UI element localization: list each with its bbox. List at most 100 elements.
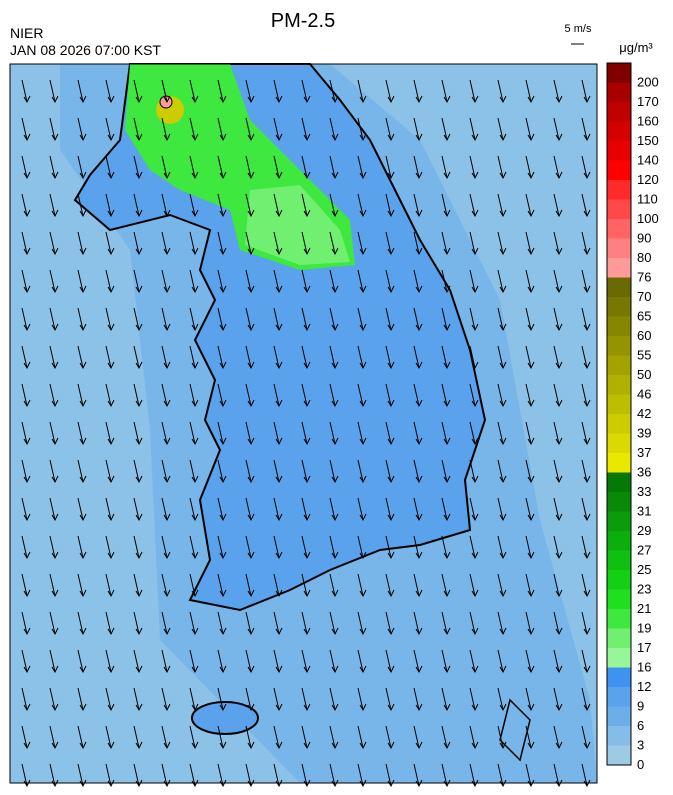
wind-arrow — [441, 117, 451, 142]
wind-arrow — [497, 231, 507, 256]
wind-arrow — [301, 497, 311, 522]
wind-arrow — [273, 79, 283, 104]
wind-arrow — [189, 687, 199, 712]
wind-arrow — [441, 155, 451, 180]
wind-arrow — [217, 117, 227, 142]
wind-arrow — [441, 497, 451, 522]
wind-arrow — [245, 649, 255, 674]
wind-arrow — [217, 307, 227, 332]
wind-arrow — [497, 307, 507, 332]
wind-arrow — [357, 649, 367, 674]
wind-arrow — [217, 79, 227, 104]
wind-arrow — [301, 193, 311, 218]
wind-arrow — [329, 117, 339, 142]
wind-arrow — [49, 459, 59, 484]
wind-arrow — [161, 421, 171, 446]
wind-arrow — [133, 573, 143, 598]
wind-arrow — [553, 497, 563, 522]
wind-arrow — [413, 725, 423, 750]
colorbar-label: 12 — [637, 679, 651, 694]
wind-arrow — [553, 687, 563, 712]
wind-arrow — [525, 687, 535, 712]
wind-arrow — [525, 611, 535, 636]
wind-arrow — [161, 535, 171, 560]
wind-arrow — [133, 497, 143, 522]
colorbar-segment — [607, 219, 631, 239]
colorbar-label: 140 — [637, 153, 659, 168]
wind-arrow — [217, 535, 227, 560]
wind-arrow — [161, 497, 171, 522]
wind-arrow — [441, 649, 451, 674]
wind-arrow — [301, 687, 311, 712]
wind-arrow — [385, 307, 395, 332]
wind-arrow — [469, 155, 479, 180]
wind-arrow — [21, 383, 31, 408]
wind-arrow — [581, 231, 591, 256]
wind-arrow — [581, 307, 591, 332]
wind-arrow — [245, 421, 255, 446]
wind-arrow — [329, 459, 339, 484]
wind-arrow — [217, 345, 227, 370]
wind-arrow — [581, 79, 591, 104]
wind-arrow — [469, 611, 479, 636]
wind-arrow — [21, 687, 31, 712]
wind-arrow — [161, 231, 171, 256]
wind-arrow — [189, 497, 199, 522]
colorbar-label: 6 — [637, 718, 644, 733]
wind-arrow — [329, 421, 339, 446]
colorbar-label: 200 — [637, 75, 659, 90]
wind-arrow — [161, 573, 171, 598]
wind-arrow — [273, 155, 283, 180]
wind-arrow — [553, 345, 563, 370]
colorbar-label: 0 — [637, 757, 644, 772]
colorbar-label: 42 — [637, 406, 651, 421]
wind-arrow — [189, 725, 199, 750]
wind-arrow — [385, 155, 395, 180]
colorbar-label: 50 — [637, 367, 651, 382]
wind-arrow — [273, 421, 283, 446]
wind-arrow — [329, 383, 339, 408]
colorbar-segment — [607, 492, 631, 512]
wind-arrow — [217, 573, 227, 598]
wind-arrow — [49, 421, 59, 446]
wind-arrow — [385, 79, 395, 104]
colorbar-segment — [607, 589, 631, 609]
wind-arrow — [553, 459, 563, 484]
wind-arrow — [497, 649, 507, 674]
wind-arrow — [413, 611, 423, 636]
wind-arrow — [245, 79, 255, 104]
wind-arrow — [525, 193, 535, 218]
wind-arrow — [497, 117, 507, 142]
wind-arrow — [105, 649, 115, 674]
colorbar-segment — [607, 609, 631, 629]
colorbar-segment — [607, 238, 631, 258]
wind-arrow — [301, 649, 311, 674]
wind-arrow — [581, 117, 591, 142]
wind-arrow — [49, 725, 59, 750]
wind-arrow — [357, 497, 367, 522]
wind-arrow — [581, 535, 591, 560]
wind-arrow — [77, 231, 87, 256]
wind-arrow — [77, 421, 87, 446]
wind-arrow — [105, 459, 115, 484]
colorbar-frame — [606, 62, 632, 766]
wind-arrow — [357, 573, 367, 598]
colorbar-label: 21 — [637, 601, 651, 616]
colorbar-segment — [607, 355, 631, 375]
wind-arrow — [301, 269, 311, 294]
wind-arrow — [413, 193, 423, 218]
wind-arrow — [497, 269, 507, 294]
wind-arrow — [49, 231, 59, 256]
wind-arrow — [553, 611, 563, 636]
wind-arrow — [469, 725, 479, 750]
wind-arrow — [413, 421, 423, 446]
colorbar-label: 46 — [637, 387, 651, 402]
wind-arrow — [77, 649, 87, 674]
wind-arrow — [469, 79, 479, 104]
wind-arrow — [329, 497, 339, 522]
wind-arrow — [189, 573, 199, 598]
wind-arrow — [413, 649, 423, 674]
wind-arrow — [273, 687, 283, 712]
wind-arrow — [553, 649, 563, 674]
